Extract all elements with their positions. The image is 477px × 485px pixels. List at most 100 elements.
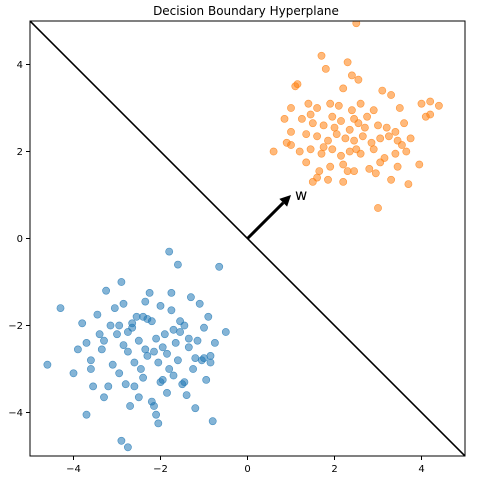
data-point [269,147,278,156]
data-point [82,410,91,419]
data-point [317,51,326,60]
data-point [141,345,150,354]
y-tick-label: −4 [8,408,23,419]
data-point [395,104,404,112]
data-point [406,134,415,143]
data-point [100,336,108,345]
data-point [206,351,215,360]
data-points [43,21,443,452]
data-point [165,365,174,373]
data-point [337,151,345,160]
data-point [426,97,435,106]
data-point [163,349,171,358]
x-tick-label: 4 [418,464,424,475]
data-point [173,356,182,365]
chart-title: Decision Boundary Hyperplane [153,4,339,18]
data-point [308,119,317,128]
data-point [350,115,358,123]
data-point [89,382,97,391]
data-point [350,136,358,145]
data-point [376,134,385,143]
data-point [324,175,332,184]
data-point [378,86,387,95]
data-point [191,404,200,413]
data-point [182,391,191,399]
data-point [339,177,348,186]
data-point [210,338,219,347]
data-point [128,323,137,332]
data-point [334,101,343,110]
data-point [347,106,356,115]
data-point [126,402,135,410]
data-point [282,138,291,147]
data-point [317,149,326,158]
data-point [404,180,413,188]
data-point [343,58,352,67]
data-point [387,91,395,99]
data-point [287,127,295,136]
data-point [302,130,311,138]
data-point [104,382,113,391]
data-point [215,262,224,271]
data-point [106,321,115,330]
data-point [113,330,121,339]
data-point [102,286,110,295]
data-point [328,145,337,154]
data-point [173,260,182,269]
data-point [326,162,335,171]
data-point [158,375,167,384]
data-point [339,84,348,93]
data-point [169,371,178,380]
data-point [171,338,180,347]
data-point [393,162,402,171]
data-point [313,132,321,141]
data-point [347,71,356,80]
data-point [343,167,352,175]
data-point [330,123,339,132]
data-point [74,345,82,354]
data-point [415,160,424,169]
data-point [115,321,124,330]
data-point [169,325,178,334]
weight-vector-shaft [246,201,285,240]
data-point [119,299,128,308]
data-point [319,143,328,151]
data-point [426,110,435,119]
data-point [78,319,87,328]
y-tick-label: 4 [17,60,23,71]
data-point [397,141,406,149]
data-point [167,306,176,315]
data-point [154,419,163,428]
data-point [200,354,208,362]
boundary-and-vector: w [30,21,465,456]
data-point [306,110,315,119]
data-point [326,99,335,108]
data-point [371,169,380,178]
data-point [369,106,378,115]
data-point [100,393,108,402]
weight-vector-arrowhead [279,195,291,207]
data-point [358,132,367,141]
data-point [158,343,167,352]
data-point [337,117,345,125]
x-tick-label: 0 [244,464,250,475]
data-point [352,21,361,28]
data-point [350,167,358,175]
data-point [180,321,189,330]
data-point [356,99,365,108]
data-point [339,160,348,169]
data-point [206,358,215,367]
data-point [384,132,393,141]
data-point [150,347,158,356]
data-point [315,167,324,175]
data-point [141,297,150,306]
data-point [139,373,147,382]
data-point [387,175,395,184]
data-point [163,388,171,397]
data-point [376,158,385,167]
data-point [121,380,130,389]
data-point [374,121,382,130]
data-point [365,164,374,173]
data-point [400,119,408,128]
